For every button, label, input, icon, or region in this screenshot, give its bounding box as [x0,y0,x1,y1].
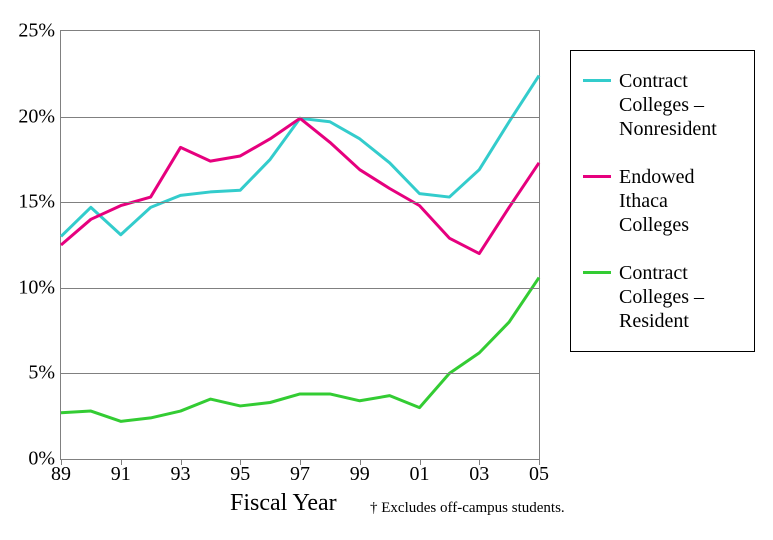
legend-label: Contract Colleges – Resident [619,261,742,333]
y-tick-label: 10% [18,276,55,299]
gridline [61,117,539,118]
series-lines [61,31,539,459]
legend-label: Contract Colleges – Nonresident [619,69,742,141]
legend-entry: Contract Colleges – Nonresident [583,69,742,141]
x-tick-label: 99 [350,463,370,486]
series-line [61,278,539,422]
x-axis-title: Fiscal Year [230,490,337,517]
y-tick-label: 5% [28,362,55,385]
gridline [61,288,539,289]
x-tick-label: 01 [410,463,430,486]
x-tick-label: 97 [290,463,310,486]
chart-footnote: † Excludes off-campus students. [370,500,565,517]
legend-entry: Contract Colleges – Resident [583,261,742,333]
gridline [61,373,539,374]
x-tick-label: 95 [230,463,250,486]
legend-swatch [583,79,611,82]
legend-label: Endowed Ithaca Colleges [619,165,742,237]
legend-swatch [583,175,611,178]
gridline [61,202,539,203]
x-tick-label: 03 [469,463,489,486]
series-line [61,118,539,253]
legend: Contract Colleges – Nonresident Endowed I… [570,50,755,352]
y-tick-label: 25% [18,20,55,43]
legend-entry: Endowed Ithaca Colleges [583,165,742,237]
legend-swatch [583,271,611,274]
x-tick-label: 91 [111,463,131,486]
x-tick-label: 89 [51,463,71,486]
series-line [61,76,539,237]
plot-area: 0%5%10%15%20%25%899193959799010305 [60,30,540,460]
x-tick-label: 05 [529,463,549,486]
y-tick-label: 15% [18,191,55,214]
x-tick-label: 93 [171,463,191,486]
y-tick-label: 20% [18,105,55,128]
chart-container: 0%5%10%15%20%25%899193959799010305 Fisca… [0,0,773,540]
